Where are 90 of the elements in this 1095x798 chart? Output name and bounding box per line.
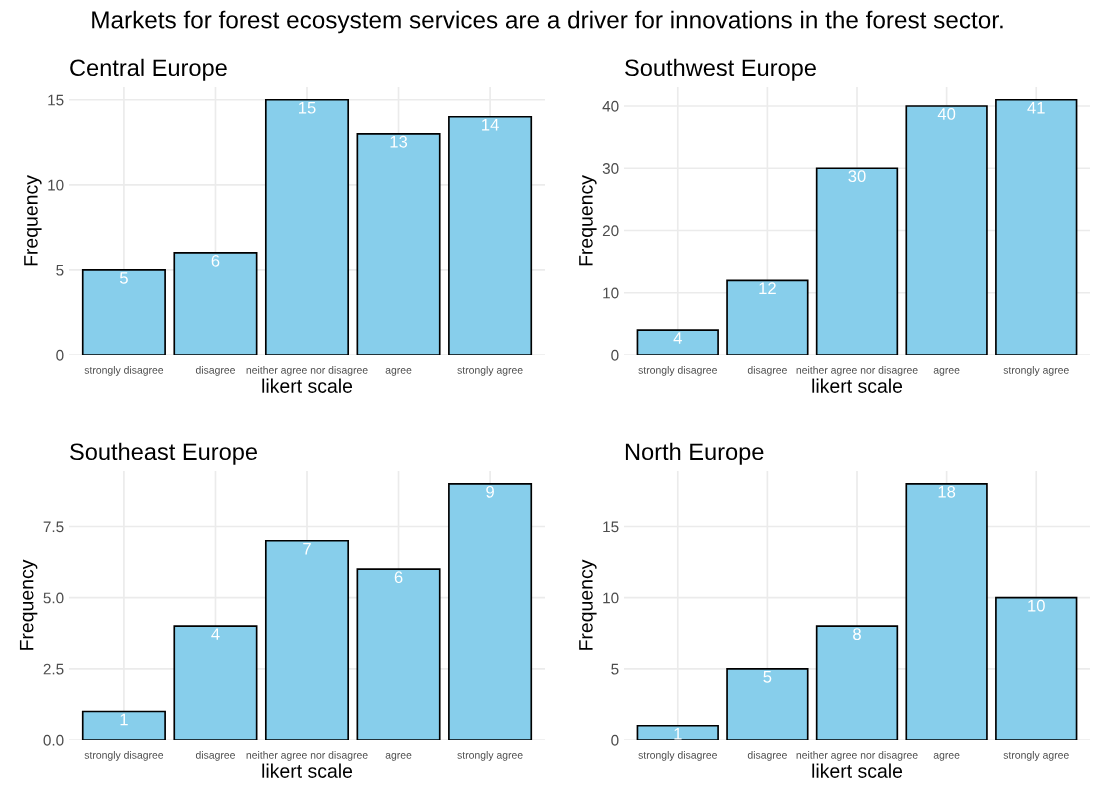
bar [636, 724, 719, 740]
x-tick-label: disagree [747, 366, 787, 376]
data-label: 6 [211, 254, 220, 267]
data-label: 13 [390, 135, 408, 148]
bar [905, 105, 988, 355]
bar [995, 98, 1078, 355]
data-label: 40 [937, 108, 956, 120]
y-tick-label: 0 [611, 734, 619, 746]
bar [356, 568, 441, 740]
y-tick-label: 10 [48, 179, 64, 191]
x-tick-label: agree [385, 753, 412, 761]
data-label: 6 [394, 571, 403, 584]
data-label: 5 [119, 272, 128, 284]
y-axis-title: Frequency [579, 559, 597, 650]
x-tick-label: disagree [195, 366, 235, 376]
data-label: 5 [763, 671, 772, 683]
y-tick-label: 10 [603, 287, 619, 299]
y-tick-label: 7.5 [43, 521, 64, 533]
bar [448, 482, 533, 740]
bar [81, 710, 166, 740]
data-label: 7 [303, 543, 311, 555]
x-tick-label: agree [933, 753, 960, 761]
x-tick-label: neither agree nor disagree [246, 366, 368, 376]
data-label: 1 [674, 728, 682, 740]
bar [81, 269, 166, 355]
data-label: 10 [1028, 599, 1045, 612]
bar [815, 625, 899, 740]
y-tick-label: 20 [602, 225, 619, 237]
x-tick-label: neither agree nor disagree [796, 366, 918, 376]
data-label: 14 [482, 119, 499, 131]
data-label: 4 [211, 628, 220, 640]
x-tick-label: agree [385, 368, 412, 376]
y-axis-title: Frequency [19, 559, 38, 650]
chart-title: Southwest Europe [625, 58, 816, 81]
bar [995, 596, 1078, 740]
y-tick-label: 5.0 [43, 592, 64, 604]
x-tick-label: strongly disagree [638, 366, 717, 376]
text: Markets for forest ecosystem services are a driver for innovations in the forest sector. [92, 10, 1003, 34]
x-tick-label: strongly agree [1003, 366, 1069, 376]
x-axis-title: likert scale [812, 763, 903, 778]
bar [636, 329, 719, 355]
y-tick-label: 15 [48, 94, 64, 106]
bar [173, 625, 258, 740]
data-label: 4 [673, 332, 682, 344]
bar [815, 167, 899, 355]
x-tick-label: strongly agree [457, 366, 523, 376]
y-tick-label: 40 [602, 100, 619, 112]
bar [264, 98, 350, 355]
y-tick-label: 0 [56, 349, 64, 361]
x-tick-label: neither agree nor disagree [796, 751, 918, 761]
data-label: 41 [1027, 101, 1045, 114]
x-tick-label: neither agree nor disagree [246, 751, 368, 761]
chart-title: Central Europe [70, 58, 227, 81]
y-tick-label: 30 [602, 163, 619, 174]
bar [264, 539, 350, 740]
bar [356, 132, 441, 355]
y-tick-label: 10 [603, 592, 619, 604]
data-label: 15 [299, 101, 316, 114]
x-axis-title: likert scale [262, 378, 353, 393]
y-tick-label: 15 [603, 521, 619, 533]
x-tick-label: strongly agree [1003, 751, 1069, 761]
y-tick-label: 5 [56, 264, 64, 276]
x-tick-label: agree [933, 368, 960, 376]
bar [726, 279, 809, 355]
x-tick-label: strongly agree [457, 751, 523, 761]
chart-title: North Europe [625, 442, 764, 465]
y-tick-label: 2.5 [43, 663, 64, 675]
x-tick-label: strongly disagree [84, 751, 164, 761]
data-label: 9 [486, 485, 494, 498]
x-tick-label: disagree [195, 751, 235, 761]
data-label: 8 [853, 628, 861, 641]
y-tick-label: 0 [611, 349, 619, 361]
bar [905, 482, 988, 740]
bar [173, 252, 258, 355]
x-tick-label: strongly disagree [84, 366, 164, 376]
y-axis-title: Frequency [579, 175, 597, 266]
data-label: 12 [759, 282, 776, 294]
bar [726, 668, 809, 740]
y-axis-title: Frequency [24, 175, 42, 266]
x-axis-title: likert scale [262, 763, 353, 778]
x-tick-label: disagree [747, 751, 787, 761]
x-tick-label: strongly disagree [638, 751, 717, 761]
y-tick-label: 5 [611, 663, 619, 675]
bar [448, 115, 533, 355]
x-axis-title: likert scale [812, 378, 903, 393]
chart-title: Southeast Europe [70, 442, 257, 465]
data-label: 30 [848, 170, 866, 183]
data-label: 1 [120, 713, 128, 726]
data-label: 18 [938, 485, 956, 498]
y-tick-label: 0.0 [43, 734, 64, 746]
